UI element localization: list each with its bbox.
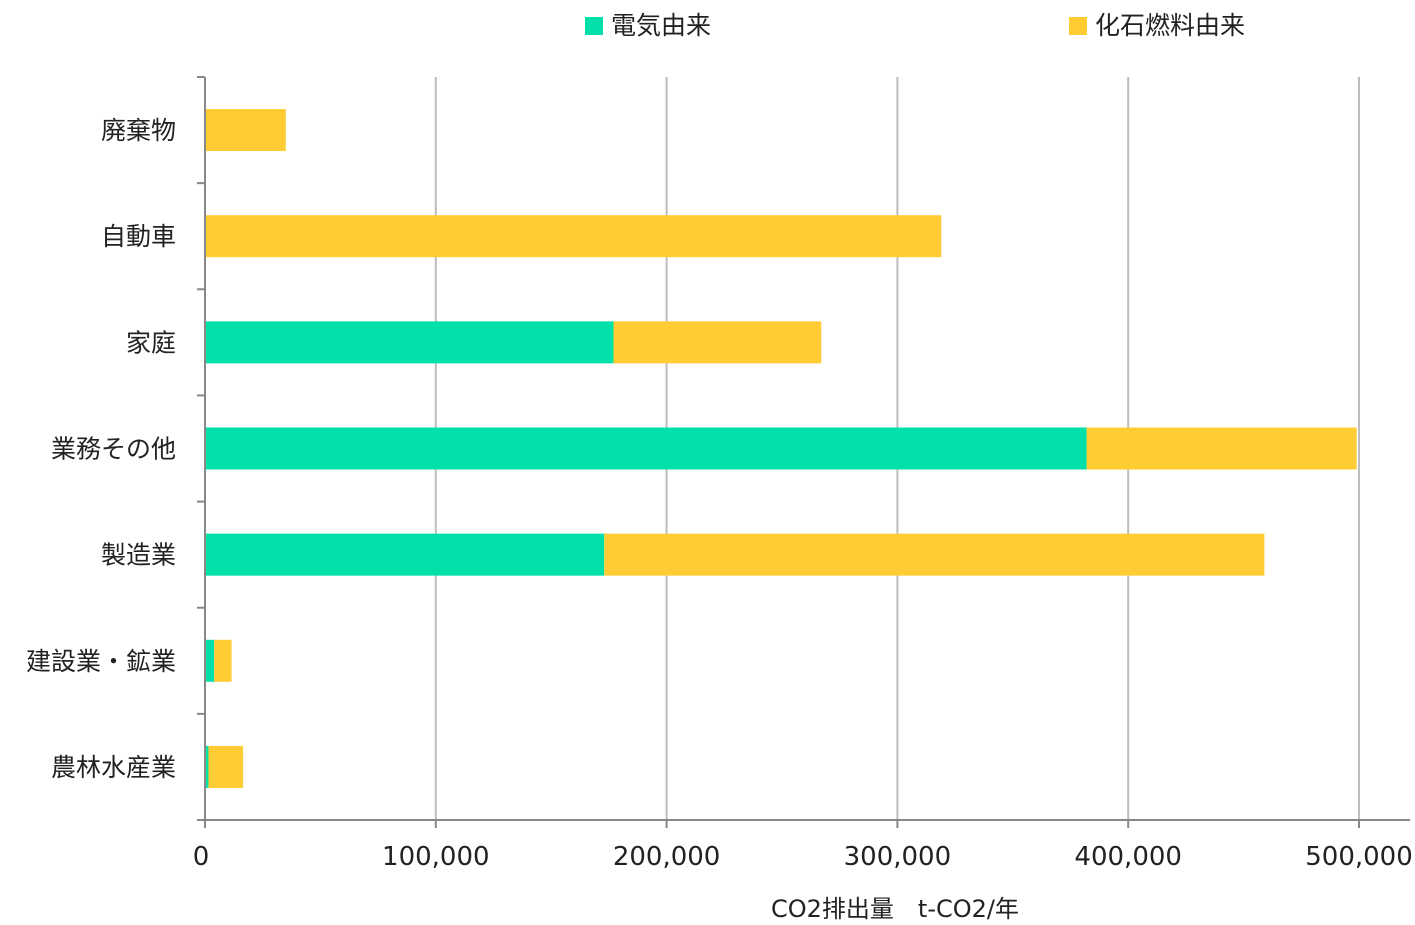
category-label: 製造業: [101, 541, 176, 570]
x-tick-label: 400,000: [1074, 842, 1182, 872]
bar-segment-electric: [205, 639, 215, 682]
category-label: 業務その他: [51, 435, 176, 464]
x-tick-label: 0: [193, 842, 210, 872]
bar-segment-fossil: [613, 321, 822, 364]
legend-swatch: [1069, 17, 1087, 35]
category-label: 廃棄物: [101, 116, 176, 145]
category-label: 建設業・鉱業: [26, 647, 176, 676]
category-label: 自動車: [101, 222, 176, 251]
bar-segment-fossil: [205, 109, 286, 152]
x-tick-label: 300,000: [844, 842, 952, 872]
bar-segment-electric: [205, 745, 209, 788]
bar-segment-electric: [205, 321, 614, 364]
category-label: 農林水産業: [51, 753, 176, 782]
legend-label: 電気由来: [611, 11, 711, 40]
bar-segment-fossil: [604, 533, 1265, 576]
bar-segment-fossil: [205, 215, 942, 258]
axes: [197, 76, 1410, 828]
x-tick-label: 200,000: [613, 842, 721, 872]
bars: [205, 109, 1357, 788]
bar-segment-electric: [205, 427, 1087, 470]
x-axis-title: CO2排出量 t-CO2/年: [771, 895, 1019, 923]
x-axis-tick-labels: 0 100,000 200,000 300,000 400,000 500,000: [193, 842, 1413, 872]
legend-label: 化石燃料由来: [1095, 11, 1245, 40]
legend-swatch: [585, 17, 603, 35]
x-tick-label: 500,000: [1305, 842, 1413, 872]
bar-segment-fossil: [1086, 427, 1357, 470]
bar-segment-fossil: [208, 745, 244, 788]
bar-segment-electric: [205, 533, 605, 576]
bar-segment-fossil: [214, 639, 232, 682]
x-tick-label: 100,000: [382, 842, 490, 872]
legend: 電気由来 化石燃料由来: [585, 11, 1245, 40]
category-label: 家庭: [126, 328, 176, 357]
